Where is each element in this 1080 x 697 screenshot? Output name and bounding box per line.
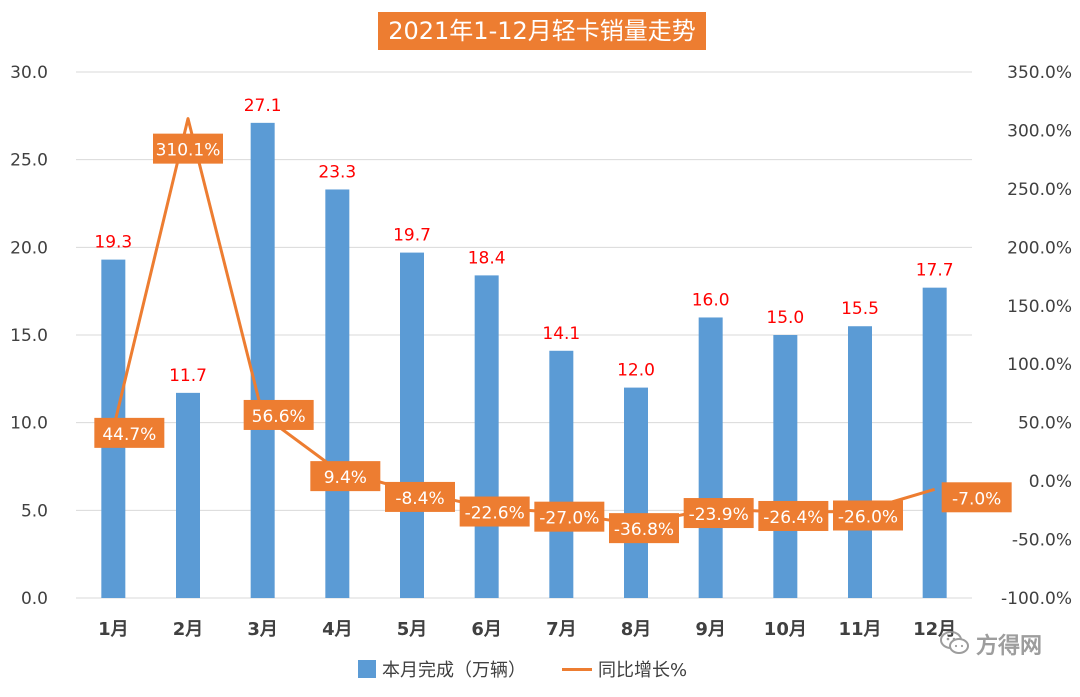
- legend-bar-swatch: [358, 660, 376, 678]
- bar: [474, 275, 499, 598]
- y-right-tick-label: 0.0%: [1029, 472, 1072, 492]
- x-tick-label: 1月: [98, 619, 129, 640]
- y-right-tick-label: 50.0%: [1018, 414, 1072, 434]
- bar: [400, 252, 424, 599]
- y-right-tick-label: -100.0%: [1001, 589, 1072, 609]
- bar: [773, 335, 798, 598]
- line-label-box: [310, 461, 381, 492]
- line-label-box: [609, 513, 679, 544]
- line-data-label: 9.4%: [324, 468, 367, 488]
- y-left-tick-label: 10.0: [10, 414, 48, 434]
- line-label-box: [243, 399, 314, 430]
- line-label-box: [833, 500, 903, 531]
- x-tick-label: 10月: [764, 619, 807, 640]
- y-left-tick-label: 30.0: [10, 63, 48, 83]
- bar-data-label: 12.0: [617, 361, 655, 381]
- bar: [624, 387, 648, 598]
- x-tick-label: 4月: [322, 619, 353, 640]
- bar-data-label: 27.1: [244, 96, 282, 116]
- y-left-tick-label: 25.0: [10, 151, 48, 171]
- legend-line-swatch: [562, 667, 592, 671]
- y-right-tick-label: 250.0%: [1007, 180, 1072, 200]
- line-data-label: -36.8%: [614, 520, 674, 540]
- line-data-label: -26.0%: [838, 508, 898, 528]
- line-data-label: -7.0%: [952, 489, 1001, 509]
- x-tick-label: 5月: [397, 619, 428, 640]
- y-right-tick-label: 200.0%: [1007, 238, 1072, 258]
- x-tick-label: 8月: [621, 619, 652, 640]
- bar: [698, 317, 723, 598]
- x-tick-label: 6月: [471, 619, 502, 640]
- y-left-tick-label: 0.0: [21, 589, 48, 609]
- wechat-icon: [940, 631, 969, 654]
- bar: [325, 189, 350, 598]
- line-data-label: -8.4%: [395, 489, 444, 509]
- line-data-label: 56.6%: [252, 407, 306, 427]
- line-data-label: -23.9%: [689, 505, 749, 525]
- legend: 本月完成（万辆） 同比增长%: [358, 656, 687, 682]
- line-label-box: [385, 481, 455, 512]
- growth-line: [111, 117, 936, 526]
- chart-title: 2021年1-12月轻卡销量走势: [378, 12, 706, 50]
- y-right-tick-label: 150.0%: [1007, 297, 1072, 317]
- x-tick-label: 7月: [546, 619, 577, 640]
- line-label-box: [758, 500, 829, 531]
- y-right-tick-label: -50.0%: [1012, 531, 1072, 551]
- x-tick-label: 9月: [695, 619, 726, 640]
- bar-data-label: 15.0: [766, 308, 804, 328]
- y-right-tick-label: 350.0%: [1007, 63, 1072, 83]
- bar: [922, 287, 947, 598]
- watermark: 方得网: [936, 622, 1076, 692]
- x-tick-label: 3月: [247, 619, 278, 640]
- line-data-label: 310.1%: [156, 141, 221, 161]
- x-tick-label: 12月: [913, 619, 956, 640]
- line-data-label: -27.0%: [539, 509, 599, 529]
- line-label-box: [459, 496, 530, 527]
- x-tick-label: 11月: [838, 619, 881, 640]
- bar: [250, 122, 275, 598]
- legend-line-label: 同比增长%: [598, 660, 688, 681]
- y-right-tick-label: 300.0%: [1007, 121, 1072, 141]
- line-label-box: [534, 501, 605, 532]
- legend-bar-label: 本月完成（万辆）: [382, 660, 526, 681]
- bar: [848, 326, 872, 598]
- y-right-tick-label: 100.0%: [1007, 355, 1072, 375]
- bar: [176, 392, 200, 598]
- x-tick-label: 2月: [173, 619, 204, 640]
- y-left-tick-label: 20.0: [10, 238, 48, 258]
- line-data-label: -22.6%: [465, 504, 525, 524]
- bar-data-label: 19.3: [94, 233, 132, 253]
- line-label-box: [94, 417, 165, 448]
- bar-data-label: 14.1: [542, 324, 580, 344]
- bar-data-label: 16.0: [692, 290, 730, 310]
- bar-data-label: 17.7: [916, 261, 954, 281]
- bar-data-label: 23.3: [318, 162, 356, 182]
- bar-data-label: 18.4: [468, 248, 506, 268]
- watermark-text: 方得网: [976, 634, 1043, 659]
- bar: [549, 350, 574, 598]
- line-label-box: [153, 133, 223, 164]
- line-label-box: [683, 498, 754, 529]
- bar-data-label: 11.7: [169, 366, 207, 386]
- y-left-tick-label: 15.0: [10, 326, 48, 346]
- y-left-tick-label: 5.0: [21, 501, 48, 521]
- line-data-label: -26.4%: [763, 508, 823, 528]
- bar-data-label: 19.7: [393, 226, 431, 246]
- line-data-label: 44.7%: [102, 425, 156, 445]
- bar-data-label: 15.5: [841, 299, 879, 319]
- line-label-box: [941, 482, 1012, 513]
